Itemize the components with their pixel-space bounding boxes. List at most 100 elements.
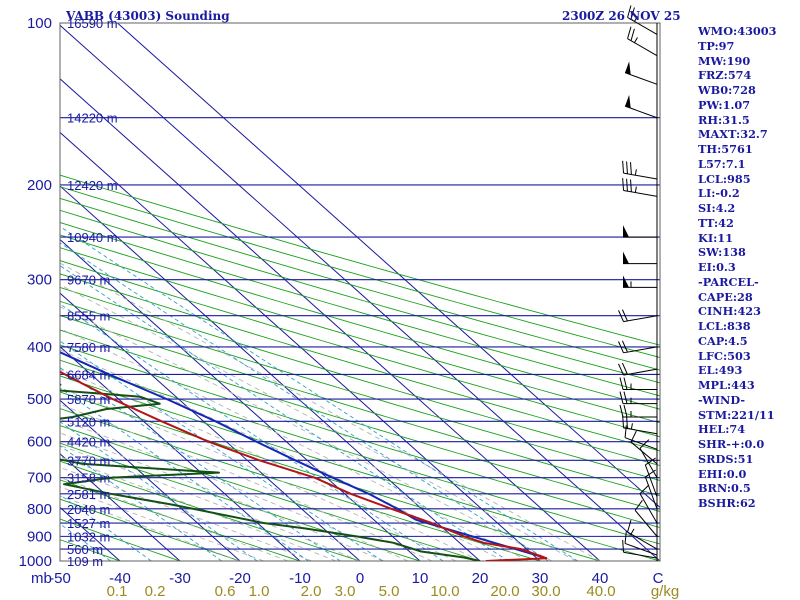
- moist-adiabat: [60, 418, 409, 561]
- index-item: CAPE:28: [698, 289, 753, 304]
- wind-barb: [627, 519, 658, 550]
- height-label: 3770 m: [67, 453, 110, 468]
- wind-barb-feather: [630, 7, 635, 20]
- isotherm: [60, 131, 541, 561]
- x-axis-unit-label: mb: [31, 570, 52, 587]
- temperature-tick-label: 40: [592, 570, 609, 587]
- index-item: MW:190: [698, 53, 751, 68]
- wind-barb-feather: [619, 391, 624, 404]
- wind-barb-feather: [618, 363, 624, 376]
- wind-barb-half-feather: [634, 37, 638, 43]
- mixing-ratio-label: 2.0: [301, 583, 322, 600]
- height-label: 1032 m: [67, 529, 110, 544]
- wind-barb: [623, 225, 657, 238]
- wind-barb-shaft: [627, 531, 658, 550]
- index-item: SW:138: [698, 245, 746, 260]
- wind-barb-feather: [623, 377, 628, 390]
- index-item: MAXT:32.7: [698, 127, 768, 142]
- wind-barb-shaft: [639, 447, 658, 478]
- dry-adiabat: [60, 391, 602, 561]
- wind-barb-half-feather: [630, 528, 635, 535]
- wind-barb-half-feather: [634, 15, 638, 22]
- wind-barb: [644, 469, 658, 510]
- height-label: 12420 m: [67, 178, 118, 193]
- wind-barb: [624, 94, 658, 119]
- chart-traces: [60, 351, 548, 561]
- wind-barb-feather: [626, 161, 628, 174]
- wind-barb-shaft: [627, 38, 658, 57]
- isotherm: [60, 453, 181, 561]
- wind-barb: [624, 531, 658, 556]
- index-item: LI:-0.2: [698, 186, 740, 201]
- wind-barb: [622, 160, 658, 180]
- index-item: -PARCEL-: [698, 274, 759, 289]
- wind-barb: [622, 178, 658, 197]
- wind-barb: [618, 340, 658, 354]
- wind-barb-feather: [645, 457, 656, 466]
- index-item: KI:11: [698, 230, 733, 245]
- height-label: 109 m: [67, 554, 103, 569]
- wind-barb-feather: [630, 179, 632, 192]
- wind-barb-shaft: [630, 441, 658, 465]
- dry-adiabat: [60, 408, 542, 561]
- index-item: EL:493: [698, 363, 743, 378]
- wind-barb-shaft: [624, 437, 658, 450]
- wind-barb-shaft: [623, 315, 658, 323]
- index-item: BRN:0.5: [698, 481, 751, 496]
- mixing-ratio-label: 5.0: [379, 583, 400, 600]
- index-item: STM:221/11: [698, 407, 775, 422]
- wind-barb-shaft: [623, 189, 658, 197]
- height-label: 2581 m: [67, 487, 110, 502]
- moist-adiabat: [60, 403, 433, 561]
- index-item: SI:4.2: [698, 201, 736, 215]
- wind-barb-feather: [622, 160, 625, 174]
- height-label: 1527 m: [67, 516, 110, 531]
- dry-adiabat: [60, 460, 362, 561]
- height-label: 4420 m: [67, 435, 110, 450]
- wind-barb-feather: [626, 178, 628, 192]
- temperature-tick-label: 20: [472, 570, 489, 587]
- wind-barb-feather: [627, 5, 632, 18]
- pressure-tick-label: 200: [27, 177, 52, 194]
- index-item: L57:7.1: [698, 156, 746, 171]
- dry-adiabat: [60, 442, 422, 561]
- mixing-ratio-label: 3.0: [335, 583, 356, 600]
- wind-barb: [623, 275, 657, 288]
- moist-adiabat: [60, 284, 577, 561]
- wind-barb-shaft: [634, 510, 658, 537]
- wind-barb-feather: [621, 309, 628, 322]
- index-item: HEL:74: [698, 422, 746, 437]
- mixing-ratio-label: 10.0: [430, 583, 459, 600]
- dry-adiabat: [60, 234, 660, 410]
- temperature-tick-label: C: [653, 570, 664, 587]
- mixing-ratio-label: 0.1: [107, 583, 128, 600]
- wind-barb-feather: [626, 416, 628, 429]
- wind-barb-shaft: [623, 368, 658, 376]
- pressure-tick-label: 300: [27, 272, 52, 289]
- mixing-ratio-label: 0.2: [145, 583, 166, 600]
- wind-barb-feather: [622, 539, 625, 553]
- dry-adiabat: [60, 260, 660, 438]
- index-item: LFC:503: [698, 348, 751, 363]
- dry-adiabat: [60, 315, 660, 497]
- index-item: LCL:838: [698, 319, 751, 333]
- dry-adiabat: [60, 375, 660, 561]
- pressure-tick-label: 400: [27, 339, 52, 356]
- trace-clip: [60, 351, 548, 561]
- wind-barb-half-feather: [634, 169, 637, 176]
- wind-barb: [639, 439, 658, 478]
- isotherm: [60, 185, 481, 561]
- temperature-tick-label: -30: [169, 570, 191, 587]
- wind-barbs: [618, 5, 658, 561]
- wind-barb-feather: [618, 341, 624, 354]
- temperature-tick-label: -10: [289, 570, 311, 587]
- dry-adiabat: [60, 209, 660, 384]
- isotherm: [60, 399, 241, 561]
- dry-adiabat: [60, 300, 660, 481]
- wind-barb: [619, 404, 657, 418]
- index-item: TT:42: [698, 215, 734, 230]
- wind-barb-feather: [622, 178, 625, 191]
- chart-grid: [59, 22, 661, 562]
- index-item: TH:5761: [698, 142, 753, 156]
